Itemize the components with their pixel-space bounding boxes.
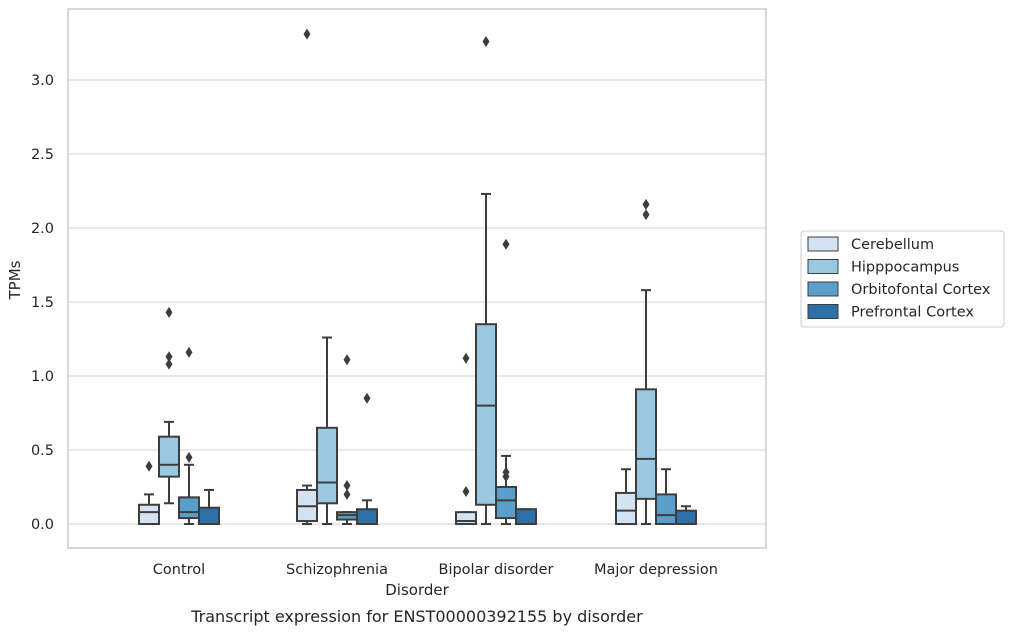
outlier-point <box>165 358 173 370</box>
box-2-1 <box>475 36 497 525</box>
outlier-point <box>482 36 490 48</box>
legend-label: Cerebellum <box>851 237 934 253</box>
x-tick-label: Schizophrenia <box>286 562 388 578</box>
outlier-point <box>642 198 650 210</box>
box-2-3 <box>515 508 537 526</box>
x-tick-label: Major depression <box>594 562 718 578</box>
x-axis-label: Disorder <box>385 581 449 599</box>
box-iqr <box>356 508 378 526</box>
box-iqr <box>138 503 160 526</box>
y-tick-label: 0.5 <box>31 443 54 459</box>
outlier-point <box>502 471 510 483</box>
legend-label: Prefrontal Cortex <box>851 305 974 321</box>
box-0-2 <box>178 346 200 525</box>
box-iqr <box>455 511 477 525</box>
box-1-2 <box>336 354 358 525</box>
box-0-3 <box>198 488 220 526</box>
outlier-point <box>502 238 510 250</box>
x-tick-label: Control <box>153 562 205 578</box>
y-tick-label: 3.0 <box>31 73 54 89</box>
legend-swatch <box>807 236 839 252</box>
legend: Cerebellum Hipppocampus Orbitofontal Corte… <box>800 230 1005 328</box>
box-0-0 <box>138 460 160 526</box>
plot-frame <box>67 8 767 549</box>
legend-label: Orbitofontal Cortex <box>851 282 991 298</box>
legend-swatch <box>807 304 839 319</box>
box-iqr <box>475 323 497 506</box>
outlier-point <box>303 28 311 40</box>
x-tick-labels: Control Schizophrenia Bipolar disorder Majo… <box>153 562 718 578</box>
boxes <box>138 28 697 526</box>
box-iqr <box>515 508 537 526</box>
outlier-point <box>185 346 193 358</box>
y-tick-label: 1.5 <box>31 295 54 311</box>
box-1-1 <box>316 336 338 525</box>
box-3-2 <box>655 468 677 525</box>
y-axis-label: TPMs <box>6 260 24 300</box>
legend-frame <box>800 230 1005 328</box>
box-iqr <box>198 506 220 526</box>
outlier-point <box>363 392 371 404</box>
legend-swatch <box>807 281 839 297</box>
outlier-point <box>343 480 351 492</box>
box-iqr <box>316 426 338 505</box>
x-tick-label: Bipolar disorder <box>439 562 554 578</box>
outlier-point <box>343 488 351 500</box>
outlier-point <box>185 451 193 463</box>
box-3-1 <box>635 198 657 525</box>
y-tick-label: 0.0 <box>31 517 54 533</box>
y-tick-label: 2.5 <box>31 147 54 163</box>
gridlines <box>68 79 766 525</box>
outlier-point <box>462 485 470 497</box>
box-1-3 <box>356 392 378 526</box>
box-iqr <box>635 388 657 500</box>
legend-label: Hipppocampus <box>851 260 959 276</box>
box-iqr <box>495 486 517 520</box>
outlier-point <box>642 209 650 221</box>
outlier-point <box>165 351 173 363</box>
box-3-0 <box>615 468 637 526</box>
y-tick-label: 1.0 <box>31 369 54 385</box>
outlier-point <box>462 352 470 364</box>
box-iqr <box>615 491 637 526</box>
box-1-0 <box>296 28 318 525</box>
box-3-3 <box>675 505 697 525</box>
y-tick-label: 2.0 <box>31 221 54 237</box>
box-iqr <box>178 496 200 520</box>
box-iqr <box>158 435 180 478</box>
outlier-point <box>343 354 351 366</box>
legend-swatch <box>807 259 839 274</box>
figure-caption: Transcript expression for ENST0000039215… <box>190 607 643 626</box>
box-0-1 <box>158 306 180 505</box>
box-2-0 <box>455 352 477 525</box>
box-iqr <box>675 509 697 525</box>
box-iqr <box>655 493 677 525</box>
box-2-2 <box>495 238 517 525</box>
outlier-point <box>145 460 153 472</box>
outlier-point <box>165 306 173 318</box>
y-tick-labels: 0.0 0.5 1.0 1.5 2.0 2.5 3.0 <box>31 73 54 533</box>
